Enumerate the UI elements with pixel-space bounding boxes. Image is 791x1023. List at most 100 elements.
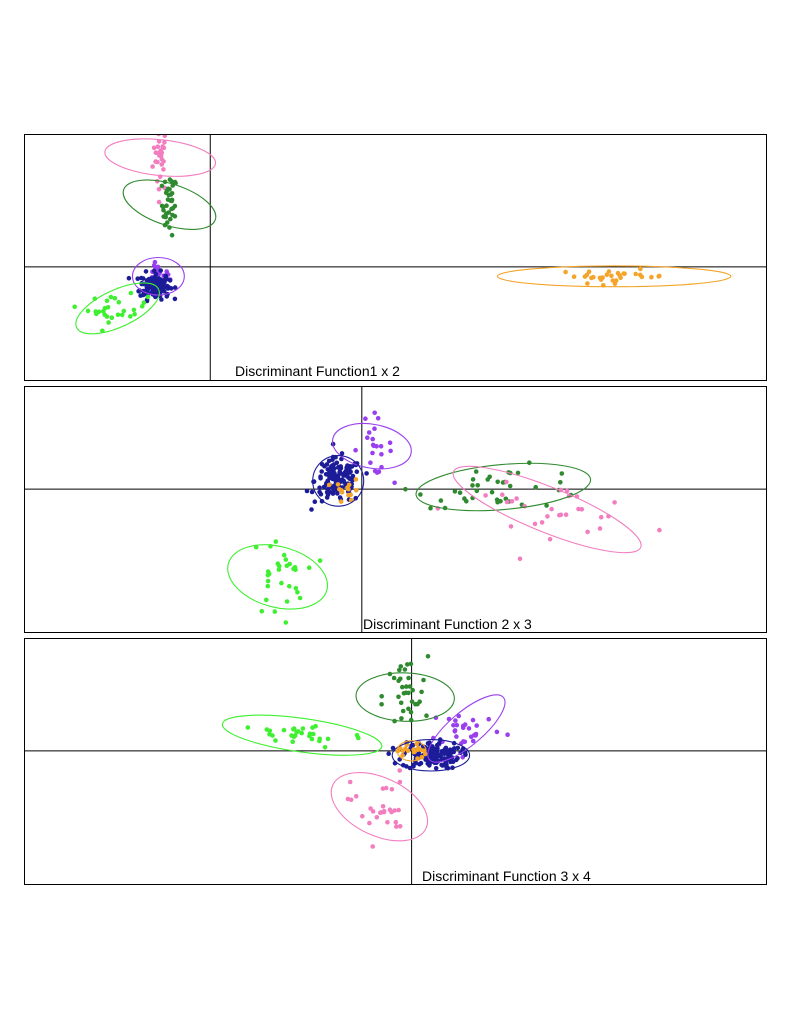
dark_green-data-point [164,188,170,194]
navy-data-point [448,759,453,765]
orange-data-point [563,269,568,275]
orange-data-point [400,753,405,758]
pink-data-point [378,810,383,815]
light_green-data-point [284,563,290,568]
pink-data-point [539,520,545,525]
navy-data-point [442,756,447,761]
navy-data-point [318,474,323,479]
pink-data-point [156,135,161,137]
pink-data-point [347,779,353,785]
pink-data-point [509,499,515,504]
navy-data-point [139,275,144,281]
pink-data-point [558,512,564,518]
pink-data-point [345,796,351,802]
pink-data-point [585,529,590,535]
purple-data-point [155,264,161,270]
purple-data-point [470,717,476,723]
dark_green-data-point [168,198,173,203]
light_green-data-point [265,572,271,578]
dark_green-data-point [403,486,408,492]
orange-data-point [585,281,590,286]
pink-data-point [612,500,617,505]
dark_green-data-point [165,220,170,225]
navy-confidence-ellipse [391,739,471,772]
pink-data-point [353,794,359,799]
navy-data-point [333,485,338,490]
purple-data-point [370,436,376,442]
dark_green-data-point [428,505,433,511]
plot-panel-df3x4: Discriminant Function 3 x 4 [24,638,767,885]
light_green-data-point [354,732,360,738]
dark_green-data-point [161,214,166,219]
pink-data-point [389,787,395,792]
pink-data-point [155,159,160,165]
purple-data-point [486,716,492,722]
light_green-data-point [102,312,107,317]
orange-data-point [403,746,408,751]
purple-data-point [372,426,377,431]
navy-data-point [439,762,444,768]
navy-data-point [434,752,440,758]
dark_green-data-point [457,490,463,495]
pink-data-point [161,167,166,172]
dark_green-data-point [402,667,408,672]
light_green-data-point [140,304,145,309]
pink-data-point [156,199,162,205]
dark_green-data-point [170,205,176,211]
orange-data-point [414,741,420,747]
dark_green-data-point [398,700,404,706]
purple-data-point [470,738,476,744]
purple-data-point [454,734,459,739]
dark_green-data-point [474,488,480,494]
navy-data-point [417,761,422,767]
light_green-data-point [322,745,328,750]
light_green-data-point [272,609,278,614]
purple-confidence-ellipse [331,423,412,470]
dark_green-data-point [452,489,458,494]
navy-data-point [442,751,447,756]
dark_green-data-point [400,684,405,690]
pink-data-point [394,824,399,829]
navy-data-point [425,741,431,746]
navy-data-point [364,471,369,476]
pink-data-point [159,156,165,162]
plot-panel-df2x3: Discriminant Function 2 x 3 [24,386,767,633]
navy-data-point [410,742,416,748]
pink-data-point [563,512,569,517]
purple-data-point [375,416,381,421]
pink-data-point [158,148,163,153]
purple-data-point [456,713,462,719]
light_green-data-point [109,315,115,320]
dark_green-data-point [406,706,411,712]
dark_green-data-point [495,479,501,485]
navy-data-point [324,462,330,467]
light_green-data-point [259,608,265,614]
light_green-data-point [325,736,331,742]
navy-data-point [431,753,436,759]
light_green-data-point [93,309,98,314]
navy-data-point [444,765,449,770]
navy-data-point [435,746,440,751]
orange-data-point [615,270,621,276]
dark_green-data-point [419,689,424,695]
dark_green-data-point [494,497,500,502]
dark_green-data-point [399,716,404,721]
navy-data-point [447,747,453,752]
pink-data-point [549,506,554,512]
light_green-data-point [279,580,284,586]
plot-title-df1x2: Discriminant Function1 x 2 [235,363,400,379]
purple-confidence-ellipse [131,256,185,296]
orange-data-point [348,492,354,498]
navy-data-point [326,458,332,464]
plot-title-df3x4: Discriminant Function 3 x 4 [422,868,591,884]
pink-data-point [370,844,376,849]
orange-data-point [600,275,605,280]
light_green-confidence-ellipse [227,544,329,610]
orange-data-point [589,275,594,281]
navy-data-point [309,489,315,495]
pink-data-point [156,139,162,144]
navy-data-point [304,488,310,494]
navy-data-point [160,278,165,284]
navy-data-point [411,762,416,768]
purple-data-point [454,722,460,728]
